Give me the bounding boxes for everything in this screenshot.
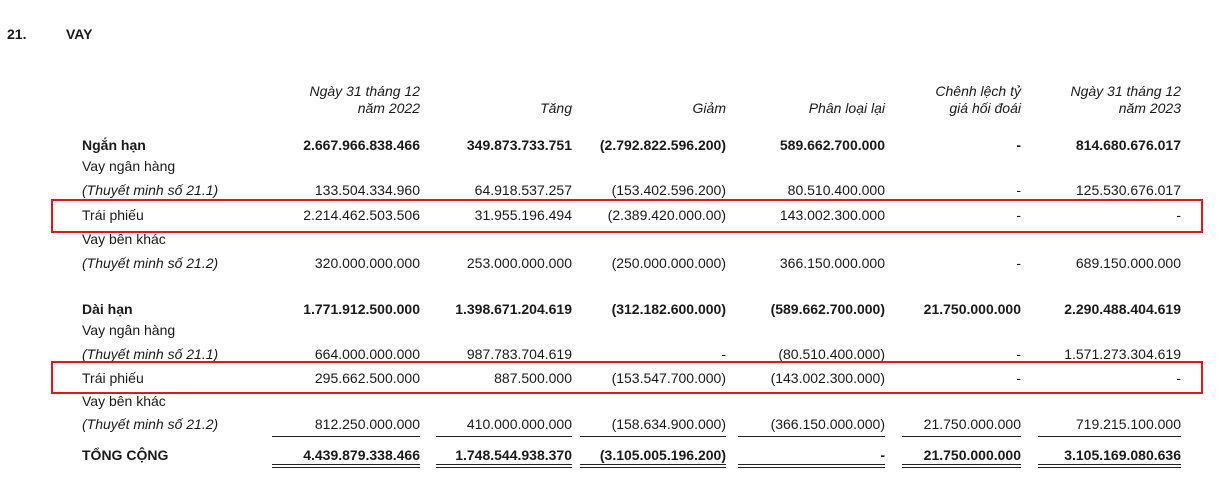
table-cell: (2.389.420.000.00): [607, 207, 726, 223]
table-cell: 21.750.000.000: [923, 447, 1021, 463]
table-cell: 812.250.000.000: [314, 416, 420, 432]
subtotal-underline: [902, 436, 1021, 437]
table-cell: 143.002.300.000: [779, 207, 885, 223]
table-cell: 2.214.462.503.506: [303, 207, 420, 223]
subtotal-underline: [272, 436, 420, 437]
table-cell: -: [721, 346, 726, 362]
table-cell: -: [1016, 255, 1021, 271]
table-cell: -: [1016, 207, 1021, 223]
table-cell: 366.150.000.000: [779, 255, 885, 271]
col-header-2023: Ngày 31 tháng 12 năm 2023: [1070, 83, 1181, 116]
row-label: Dài hạn: [82, 301, 133, 317]
table-cell: -: [1016, 182, 1021, 198]
table-cell: (158.634.900.000): [611, 416, 726, 432]
table-cell: 320.000.000.000: [314, 255, 420, 271]
table-cell: (3.105.005.196.200): [599, 447, 726, 463]
row-label: Vay ngân hàng: [82, 158, 176, 174]
col-header-decrease: Giảm: [692, 100, 726, 116]
table-cell: -: [1016, 137, 1021, 153]
table-cell: 2.290.488.404.619: [1064, 301, 1181, 317]
table-cell: (80.510.400.000): [778, 346, 885, 362]
table-cell: (153.547.700.000): [611, 370, 726, 386]
table-cell: 887.500.000: [494, 370, 572, 386]
table-cell: 253.000.000.000: [466, 255, 572, 271]
table-cell: 2.667.966.838.466: [303, 137, 420, 153]
row-label: (Thuyết minh số 21.1): [82, 346, 219, 362]
table-cell: (589.662.700.000): [770, 301, 885, 317]
table-cell: 689.150.000.000: [1075, 255, 1181, 271]
total-double-underline: [902, 464, 1021, 468]
table-cell: (366.150.000.000): [770, 416, 885, 432]
highlight-box-long-term-bonds: [51, 361, 1203, 394]
table-cell: -: [1016, 346, 1021, 362]
row-label: Ngắn hạn: [82, 137, 146, 153]
section-title: VAY: [66, 26, 93, 42]
col-header-reclass: Phân loại lại: [808, 100, 885, 116]
row-label: Vay ngân hàng: [82, 322, 176, 338]
table-cell: -: [1176, 370, 1181, 386]
total-double-underline: [1038, 464, 1181, 468]
table-cell: (143.002.300.000): [770, 370, 885, 386]
table-cell: (250.000.000.000): [611, 255, 726, 271]
table-cell: -: [1176, 207, 1181, 223]
table-cell: 719.215.100.000: [1075, 416, 1181, 432]
row-label: (Thuyết minh số 21.2): [82, 416, 219, 432]
table-cell: 31.955.196.494: [474, 207, 572, 223]
table-cell: 4.439.879.338.466: [303, 447, 420, 463]
table-cell: -: [880, 447, 885, 463]
section-number: 21.: [7, 26, 27, 42]
table-cell: 21.750.000.000: [923, 416, 1021, 432]
subtotal-underline: [580, 436, 726, 437]
table-cell: 295.662.500.000: [314, 370, 420, 386]
table-cell: 3.105.169.080.636: [1064, 447, 1181, 463]
table-cell: 664.000.000.000: [314, 346, 420, 362]
table-cell: 133.504.334.960: [314, 182, 420, 198]
table-cell: (2.792.822.596.200): [599, 137, 726, 153]
row-label: (Thuyết minh số 21.1): [82, 182, 219, 198]
table-cell: 589.662.700.000: [779, 137, 885, 153]
table-cell: 349.873.733.751: [466, 137, 572, 153]
table-cell: 1.771.912.500.000: [303, 301, 420, 317]
row-label: Trái phiếu: [82, 207, 144, 223]
total-double-underline: [436, 464, 572, 468]
highlight-box-short-term-bonds: [51, 199, 1203, 233]
table-cell: 1.398.671.204.619: [455, 301, 572, 317]
total-double-underline: [738, 464, 885, 468]
subtotal-underline: [738, 436, 885, 437]
table-cell: 64.918.537.257: [474, 182, 572, 198]
row-label: TỔNG CỘNG: [82, 447, 169, 463]
subtotal-underline: [436, 436, 572, 437]
col-header-increase: Tăng: [540, 100, 572, 116]
total-double-underline: [272, 464, 420, 468]
table-cell: 410.000.000.000: [466, 416, 572, 432]
table-cell: 80.510.400.000: [787, 182, 885, 198]
table-cell: 21.750.000.000: [923, 301, 1021, 317]
table-cell: 814.680.676.017: [1075, 137, 1181, 153]
row-label: Vay bên khác: [82, 231, 166, 247]
table-cell: (153.402.596.200): [611, 182, 726, 198]
row-label: Vay bên khác: [82, 393, 166, 409]
col-header-2022: Ngày 31 tháng 12 năm 2022: [309, 83, 420, 116]
table-cell: 125.530.676.017: [1075, 182, 1181, 198]
table-cell: (312.182.600.000): [611, 301, 726, 317]
subtotal-underline: [1038, 436, 1181, 437]
row-label: (Thuyết minh số 21.2): [82, 255, 219, 271]
table-cell: 987.783.704.619: [466, 346, 572, 362]
row-label: Trái phiếu: [82, 370, 144, 386]
table-cell: -: [1016, 370, 1021, 386]
col-header-fx-diff: Chênh lệch tỷ giá hối đoái: [935, 83, 1021, 116]
table-cell: 1.571.273.304.619: [1064, 346, 1181, 362]
total-double-underline: [580, 464, 726, 468]
table-cell: 1.748.544.938.370: [455, 447, 572, 463]
